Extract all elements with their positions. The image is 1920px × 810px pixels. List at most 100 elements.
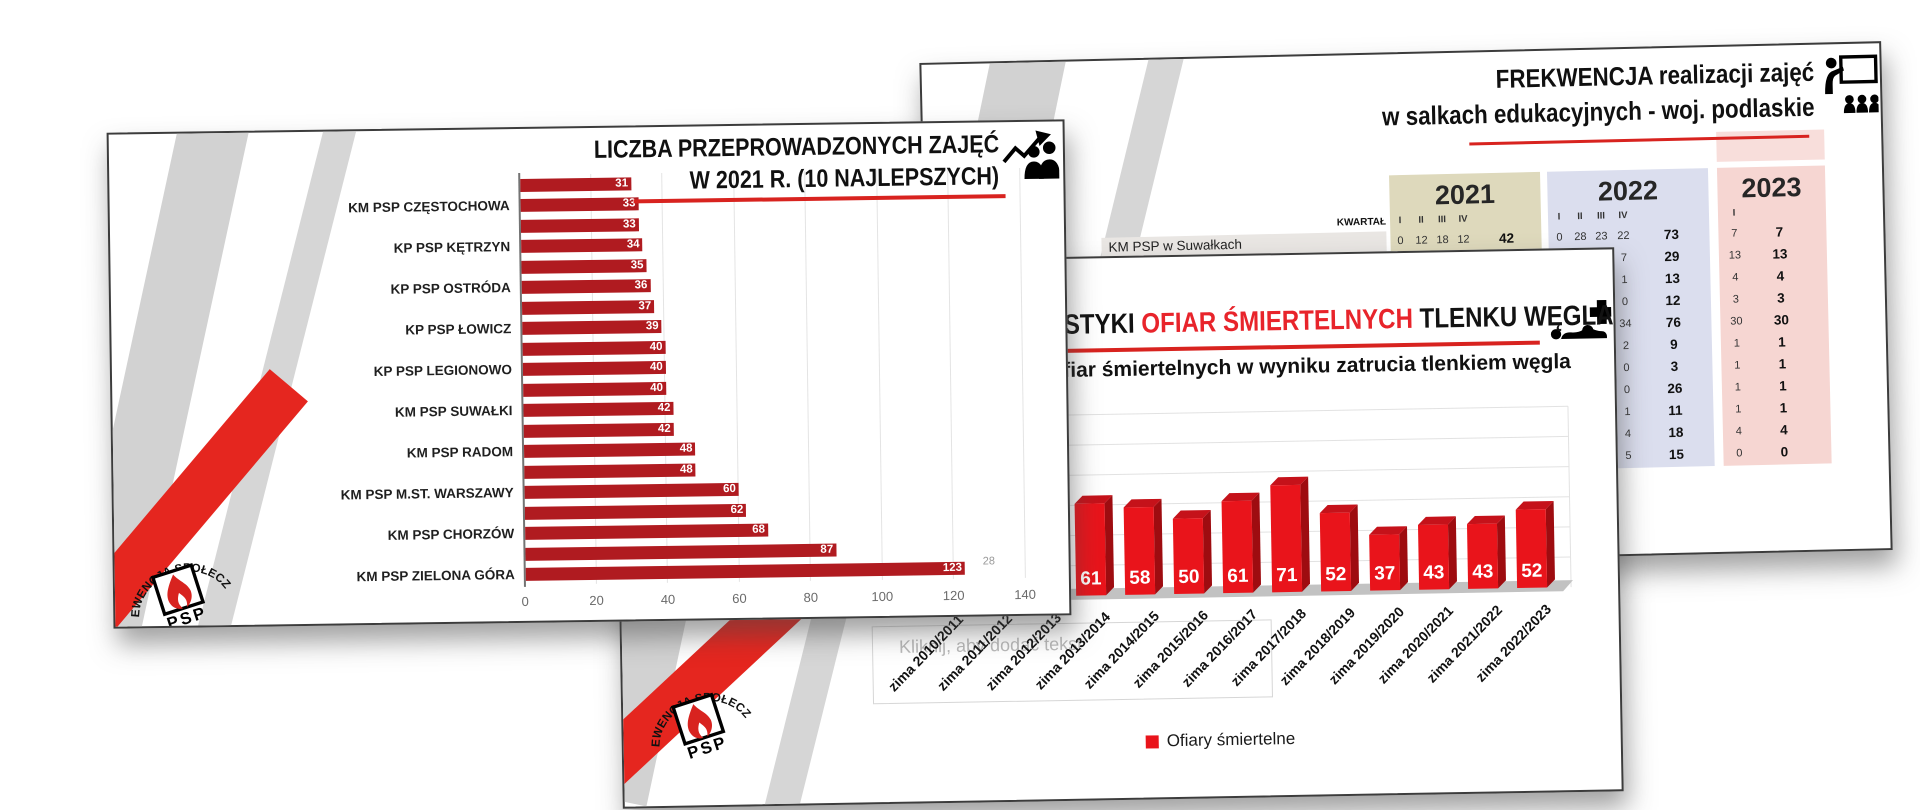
table-year-header: 2021	[1434, 178, 1496, 211]
bar-value-label: 123	[942, 562, 963, 575]
x-axis-tick: 80	[803, 589, 819, 606]
table-quarter-value: 4	[1732, 271, 1739, 284]
bar: 34	[521, 238, 643, 254]
kwartal-header: KWARTAŁ	[1336, 216, 1387, 229]
quarter-header: I	[1557, 211, 1561, 223]
table-quarter-value: 4	[1624, 427, 1632, 441]
table-sum-value: 30	[1773, 312, 1790, 328]
table-sum-value: 7	[1775, 224, 1784, 240]
category-label: KP PSP LEGIONOWO	[373, 361, 513, 379]
quarter-header: III	[1437, 214, 1447, 226]
table-sum-value: 26	[1667, 380, 1683, 397]
table-sum-value: 1	[1777, 334, 1786, 350]
table-year-header: 2022	[1597, 175, 1659, 207]
bar-value-label: 35	[630, 258, 644, 272]
grid-line	[590, 173, 597, 584]
table-quarter-value: 1	[1621, 273, 1628, 287]
table-quarter-value: 12	[1457, 233, 1470, 246]
bar-side-face	[1496, 515, 1506, 589]
category-label: KM PSP SUWAŁKI	[394, 402, 513, 420]
bar-top-face	[1369, 526, 1408, 535]
category-label: KM PSP RADOM	[406, 443, 514, 461]
bar-top-face	[1172, 510, 1211, 519]
y-axis-line	[518, 172, 526, 587]
category-label: KM PSP CHORZÓW	[387, 525, 515, 543]
table-sum-value: 29	[1664, 248, 1680, 265]
bar-side-face	[1153, 498, 1164, 595]
table-sum-value: 73	[1663, 226, 1680, 243]
bar-value-label: 71	[1276, 565, 1298, 586]
table-sum-value: 42	[1498, 230, 1515, 246]
table-quarter-value: 0	[1736, 447, 1743, 460]
bar: 33	[520, 197, 639, 213]
grid-line	[804, 170, 812, 581]
table-quarter-value: 23	[1595, 230, 1608, 243]
bar	[1123, 506, 1156, 595]
table-sum-value: 1	[1778, 378, 1787, 394]
quarter-header: IV	[1458, 213, 1468, 225]
bar-side-face	[1300, 476, 1311, 592]
table-sum-value: 9	[1669, 336, 1678, 353]
bar: 48	[524, 463, 696, 479]
table-quarter-value: 34	[1619, 317, 1632, 331]
table-quarter-value: 2	[1622, 339, 1630, 353]
table-sum-value: 3	[1776, 290, 1785, 306]
legend-swatch	[1145, 734, 1159, 749]
bar: 87	[525, 543, 837, 561]
bar-side-face	[1545, 501, 1555, 588]
stray-value-label: 28	[982, 555, 995, 568]
x-axis-tick: 60	[732, 590, 747, 607]
category-label: KM PSP CZĘSTOCHOWA	[348, 197, 510, 216]
bar	[1369, 534, 1401, 591]
bar	[1221, 500, 1254, 594]
table-sum-value: 4	[1776, 268, 1785, 284]
table-quarter-value: 3	[1732, 293, 1740, 306]
table-quarter-value: 0	[1623, 361, 1630, 375]
slide-title-line2: w salkach edukacyjnych - woj. podlaskie	[1381, 91, 1815, 132]
bar-value-label: 43	[1423, 562, 1445, 583]
x-axis-tick: 20	[589, 592, 604, 609]
bar-value-label: 62	[730, 503, 744, 516]
bar-value-label: 40	[649, 340, 663, 353]
bar-side-face	[1251, 492, 1262, 593]
bar: 40	[523, 381, 667, 397]
bar	[1515, 509, 1548, 589]
slide-liczba: PREWENCJA SPOŁECZNA PSP LICZBA PRZEPROWAD…	[106, 119, 1072, 629]
grid-line	[732, 171, 740, 582]
slide-title-line1: LICZBA PRZEPROWADZONYCH ZAJĘĆ	[593, 130, 1000, 164]
table-quarter-value: 1	[1733, 337, 1741, 350]
bar-value-label: 39	[645, 320, 659, 333]
x-axis-tick: 140	[1014, 586, 1037, 603]
plot-border	[1567, 406, 1572, 588]
bar: 33	[520, 218, 639, 233]
bar: 48	[523, 442, 696, 459]
category-label: KP PSP KĘTRZYN	[393, 238, 511, 256]
bar-side-face	[1104, 495, 1115, 596]
table-sum-value: 0	[1780, 444, 1789, 460]
legend-label: Ofiary śmiertelne	[1166, 728, 1296, 751]
table-quarter-value: 7	[1620, 251, 1628, 265]
table-quarter-value: 1	[1734, 381, 1742, 394]
bar-top-face	[1417, 516, 1456, 525]
table-sum-value: 15	[1668, 446, 1685, 463]
table-quarter-value: 5	[1625, 449, 1632, 463]
bar-value-label: 48	[679, 442, 693, 455]
x-axis-tick: 100	[871, 588, 894, 605]
bar-top-face	[1123, 498, 1162, 508]
quarter-header: IV	[1618, 209, 1628, 222]
quarter-header: II	[1577, 210, 1583, 223]
bar-value-label: 42	[657, 422, 671, 435]
bar-value-label: 43	[1472, 561, 1494, 582]
table-sum-value: 76	[1665, 314, 1682, 331]
bar-value-label: 40	[650, 381, 664, 394]
bar	[1172, 518, 1205, 595]
table-year-header: 2023	[1741, 172, 1802, 204]
bar: 123	[525, 562, 966, 582]
bar-value-label: 61	[1080, 568, 1102, 589]
bar-side-face	[1399, 526, 1408, 591]
bar-side-face	[1349, 504, 1359, 591]
bar-value-label: 34	[626, 238, 640, 251]
grid-line	[661, 172, 669, 583]
table-sum-value: 12	[1665, 292, 1681, 309]
